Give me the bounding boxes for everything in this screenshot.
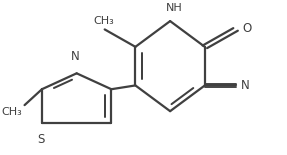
Text: S: S [37,133,44,146]
Text: NH: NH [166,3,183,13]
Text: N: N [241,79,250,92]
Text: N: N [71,51,80,64]
Text: CH₃: CH₃ [1,107,22,117]
Text: CH₃: CH₃ [93,16,114,26]
Text: O: O [242,22,251,35]
